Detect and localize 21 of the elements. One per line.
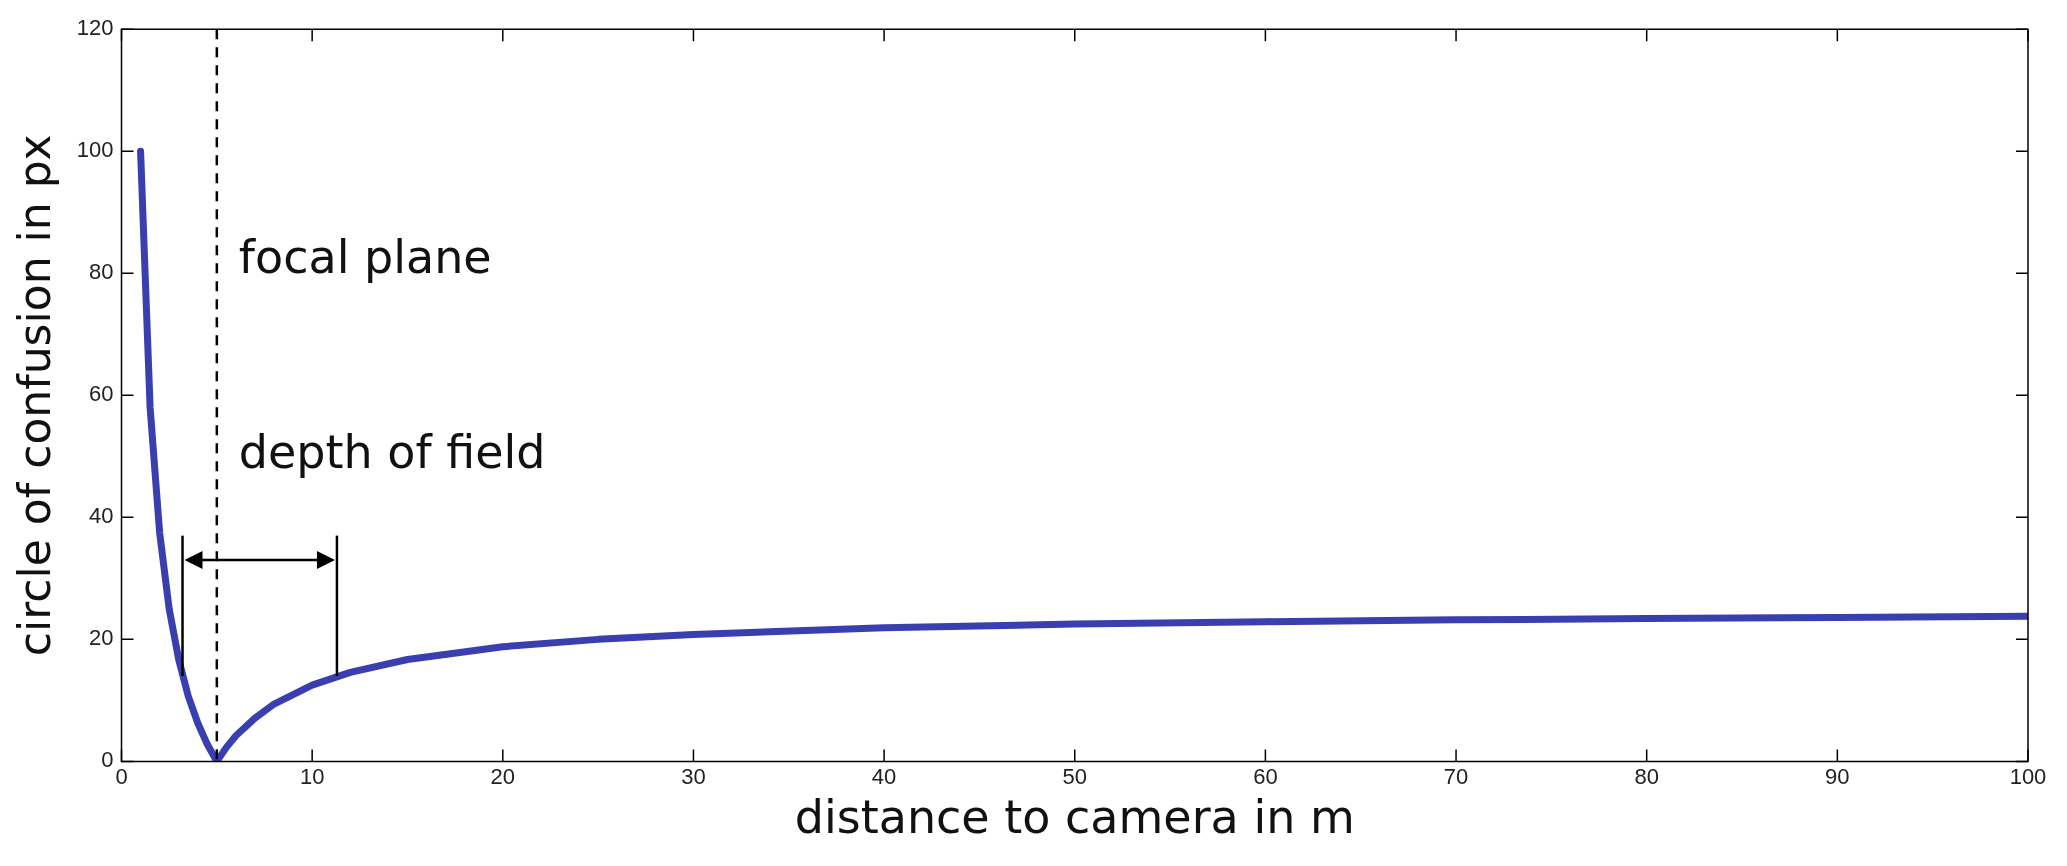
y-tick-label: 80	[89, 259, 114, 285]
y-tick-label: 60	[89, 381, 114, 407]
y-axis-title: circle of confusion in px	[8, 134, 60, 657]
x-tick-label: 30	[681, 763, 706, 789]
x-tick-label: 80	[1634, 763, 1659, 789]
y-tick-label: 100	[76, 137, 114, 163]
x-tick-label: 10	[299, 763, 325, 789]
x-tick-label: 90	[1825, 763, 1850, 789]
x-tick-label: 50	[1062, 763, 1087, 789]
y-tick-label: 120	[76, 15, 114, 41]
ref-line-label: focal plane	[238, 230, 492, 285]
x-tick-label: 60	[1253, 763, 1278, 789]
y-tick-label: 40	[89, 503, 114, 529]
y-tick-label: 20	[89, 625, 114, 651]
x-tick-label: 100	[2009, 763, 2047, 789]
x-tick-label: 70	[1443, 763, 1469, 789]
x-tick-label: 20	[490, 763, 516, 789]
y-tick-label: 0	[101, 747, 114, 773]
annotation: depth of field	[238, 425, 546, 480]
x-axis-title: distance to camera in m	[794, 790, 1355, 845]
x-tick-label: 40	[871, 763, 897, 789]
